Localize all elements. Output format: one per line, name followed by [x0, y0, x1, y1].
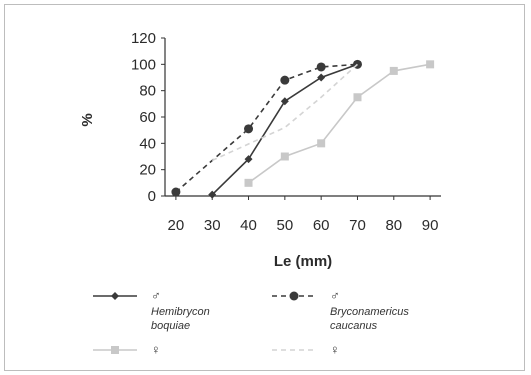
data-point — [244, 178, 253, 187]
x-tick-label: 40 — [240, 217, 257, 234]
data-point — [353, 93, 362, 102]
legend: ♂ Hemibrycon boquiae ♂ Bryconamericus caucanu… — [93, 288, 409, 357]
x-tick-label: 60 — [313, 217, 330, 234]
data-point — [111, 346, 119, 354]
series-line — [211, 63, 359, 162]
legend-label: caucanus — [330, 320, 378, 332]
data-point — [280, 75, 290, 85]
legend-label: Hemibrycon — [151, 306, 210, 318]
legend-item-4: ♀ — [272, 342, 340, 357]
data-point — [316, 62, 326, 72]
y-tick-label: 40 — [139, 135, 156, 152]
axes — [161, 37, 441, 200]
data-point — [280, 152, 289, 161]
legend-symbol: ♂ — [330, 288, 340, 303]
legend-label: Bryconamericus — [330, 306, 409, 318]
y-tick-label: 120 — [131, 30, 156, 47]
legend-label: boquiae — [151, 320, 190, 332]
data-point — [317, 73, 326, 82]
series-3 — [244, 60, 435, 187]
legend-item-1: ♂ Hemibrycon boquiae — [93, 288, 210, 332]
data-point — [244, 155, 253, 164]
data-point — [389, 66, 398, 75]
data-point — [426, 60, 435, 69]
y-tick-label: 60 — [139, 109, 156, 126]
series-4 — [211, 63, 359, 162]
data-point — [289, 291, 299, 301]
x-tick-label: 30 — [204, 217, 221, 234]
x-tick-label: 20 — [168, 217, 185, 234]
y-tick-label: 80 — [139, 83, 156, 100]
y-tick-label: 20 — [139, 162, 156, 179]
series-line — [175, 63, 358, 193]
y-axis-label: % — [79, 113, 96, 126]
legend-item-2: ♂ Bryconamericus caucanus — [272, 288, 409, 332]
legend-symbol: ♂ — [151, 288, 161, 303]
series-layer — [171, 59, 435, 199]
x-tick-label: 80 — [385, 217, 402, 234]
data-point — [317, 139, 326, 148]
data-point — [171, 187, 181, 197]
data-point — [111, 292, 119, 300]
tick-labels: 0 20 40 60 80 100 120 20 30 40 50 60 70 80 90 — [131, 30, 438, 234]
legend-symbol: ♀ — [151, 342, 161, 357]
y-tick-label: 0 — [148, 188, 156, 205]
legend-symbol: ♀ — [330, 342, 340, 357]
data-point — [208, 190, 217, 199]
data-point — [244, 124, 254, 134]
x-tick-label: 70 — [349, 217, 366, 234]
legend-item-3: ♀ — [93, 342, 161, 357]
data-point — [280, 97, 289, 106]
x-tick-label: 90 — [422, 217, 439, 234]
chart-frame — [4, 4, 525, 371]
x-axis-label: Le (mm) — [274, 253, 332, 270]
x-tick-label: 50 — [276, 217, 293, 234]
y-tick-label: 100 — [131, 56, 156, 73]
series-line — [248, 63, 431, 184]
